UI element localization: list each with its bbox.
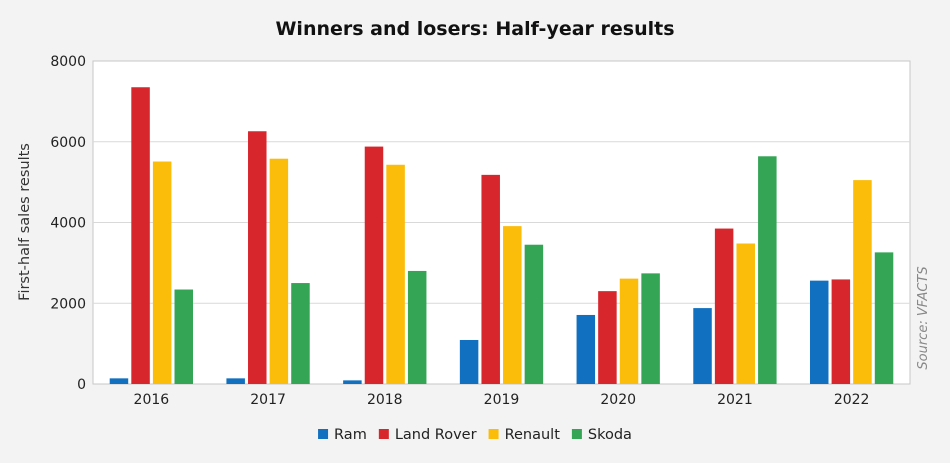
legend-swatch-ram <box>318 429 329 439</box>
bar-skoda-2019 <box>524 244 544 384</box>
legend: Ram Land Rover Renault Skoda <box>318 427 632 443</box>
y-tick-label: 2000 <box>50 296 86 312</box>
bar-ram-2020 <box>576 314 596 384</box>
bars <box>109 87 894 385</box>
bar-skoda-2022 <box>874 252 894 384</box>
x-tick-label: 2017 <box>250 392 286 408</box>
bar-ram-2016 <box>109 378 129 384</box>
y-tick-label: 8000 <box>50 54 86 70</box>
legend-label-ram: Ram <box>334 427 367 443</box>
y-tick-label: 4000 <box>50 216 86 232</box>
x-axis-ticks: 2016 2017 2018 2019 2020 2021 2022 <box>134 392 870 408</box>
bar-ram-2018 <box>343 380 362 384</box>
x-tick-label: 2020 <box>600 392 636 408</box>
legend-swatch-land-rover <box>378 429 389 439</box>
source-note: Source: VFACTS <box>916 266 931 369</box>
bar-renault-2017 <box>269 158 289 384</box>
legend-swatch-skoda <box>571 429 582 439</box>
bar-skoda-2020 <box>641 273 660 384</box>
bar-renault-2020 <box>619 278 639 384</box>
x-tick-label: 2021 <box>717 392 753 408</box>
bar-land-rover-2017 <box>248 131 267 384</box>
bar-ram-2022 <box>809 280 829 384</box>
bar-skoda-2021 <box>758 156 777 384</box>
bar-skoda-2017 <box>291 283 310 384</box>
y-tick-label: 0 <box>77 377 86 393</box>
bar-land-rover-2020 <box>598 291 617 384</box>
y-tick-label: 6000 <box>50 135 86 151</box>
bar-renault-2022 <box>853 180 872 384</box>
y-axis-ticks: 0 2000 4000 6000 8000 <box>50 54 86 393</box>
bar-land-rover-2019 <box>481 174 500 384</box>
y-axis-label: First-half sales results <box>17 143 33 301</box>
legend-label-skoda: Skoda <box>588 427 632 443</box>
x-tick-label: 2022 <box>834 392 870 408</box>
bar-renault-2019 <box>503 226 522 384</box>
bar-ram-2017 <box>226 378 245 384</box>
x-tick-label: 2016 <box>134 392 170 408</box>
legend-swatch-renault <box>488 429 499 439</box>
bar-land-rover-2018 <box>364 146 384 384</box>
bar-land-rover-2021 <box>714 228 734 384</box>
bar-skoda-2018 <box>407 270 427 384</box>
chart-title: Winners and losers: Half-year results <box>275 18 674 40</box>
bar-renault-2018 <box>386 164 405 384</box>
bar-ram-2021 <box>693 308 712 384</box>
legend-label-land-rover: Land Rover <box>395 427 477 443</box>
x-tick-label: 2018 <box>367 392 403 408</box>
legend-label-renault: Renault <box>505 427 561 443</box>
bar-ram-2019 <box>459 339 479 384</box>
bar-skoda-2016 <box>174 289 194 384</box>
bar-renault-2016 <box>152 161 172 384</box>
bar-renault-2021 <box>736 243 755 384</box>
bar-land-rover-2022 <box>831 279 851 384</box>
x-tick-label: 2019 <box>484 392 520 408</box>
bar-land-rover-2016 <box>131 87 150 385</box>
